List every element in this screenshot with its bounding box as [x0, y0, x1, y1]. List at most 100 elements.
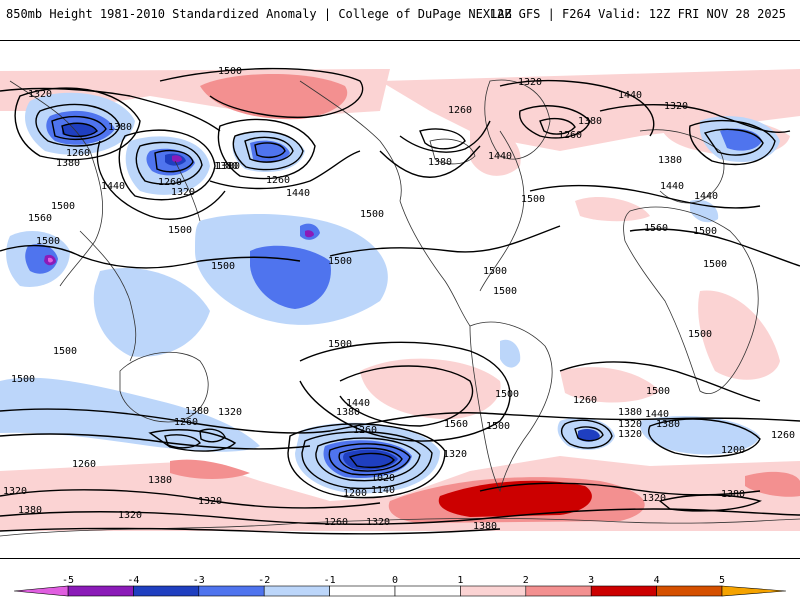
pos-anomaly-north-pacific-core: [200, 73, 348, 120]
contour-1200-southern-indian: [648, 418, 761, 458]
colorbar-right-arrow: [721, 585, 787, 597]
contour-1320-south-pacific-low: [301, 431, 433, 490]
coast-japan: [174, 160, 201, 222]
contour-label: 1320: [28, 89, 52, 100]
contour-label: 1380: [578, 116, 602, 127]
colorbar-tick-label: -2: [258, 575, 270, 586]
map-panel[interactable]: 1500 1320 1380 1260 1380 1380 1260 1320 …: [0, 40, 800, 559]
contour-label: 1500: [360, 209, 384, 220]
contour-label: 1500: [211, 261, 235, 272]
contour-label: 1140: [371, 485, 395, 496]
colorbar-tick-label: 0: [392, 575, 398, 586]
contour-1380-siberia: [217, 118, 316, 180]
pos-anomaly-south-pacific: [360, 358, 501, 420]
contour-label: 1380: [336, 407, 360, 418]
contour-1560-south-pacific: [339, 365, 474, 427]
contour-label: 1440: [645, 409, 669, 420]
contour-label: 1500: [521, 194, 545, 205]
contour-label: 1260: [573, 395, 597, 406]
map-title: 850mb Height 1981-2010 Standardized Anom…: [6, 7, 512, 21]
contour-1500-north-pacific-ridge: [159, 67, 364, 118]
pos-anomaly-caribbean: [575, 196, 650, 222]
coast-alaska: [299, 80, 402, 202]
contour-label: 1260: [353, 425, 377, 436]
colorbar-tick-label: 5: [719, 575, 725, 586]
pos-anomaly-southern-coast: [170, 459, 250, 479]
contour-1140-south-pacific-low: [338, 447, 403, 472]
contour-1380-atlantic: [518, 105, 591, 139]
contour-1380-south-far: [0, 527, 501, 535]
contour-1260-south-small2: [199, 428, 226, 443]
contour-label: 1380: [473, 521, 497, 532]
contour-label: 1260: [324, 517, 348, 528]
pos-anomaly-greenland: [470, 128, 521, 176]
colorbar-tick-label: 4: [654, 575, 660, 586]
contour-japan-inner: [154, 150, 194, 173]
contour-1320-south-band: [148, 429, 237, 452]
colorbar-segment: [525, 585, 592, 597]
contour-label: 1260: [72, 459, 96, 470]
contour-1380-north-america: [399, 120, 491, 153]
contour-siberia-inner1: [244, 136, 294, 163]
contour-1440-north-pac: [209, 150, 361, 190]
colorbar-segment: [67, 585, 134, 597]
contour-label: 1500: [493, 286, 517, 297]
contour-label: 1320: [118, 510, 142, 521]
contour-1380-low1: [14, 87, 141, 161]
colorbar-ticks: -5 -4 -3 -2 -1 0 1 2 3 4 5: [62, 575, 725, 586]
model-run-info: 12Z GFS | F264 Valid: 12Z FRI NOV 28 202…: [489, 7, 786, 21]
contour-label: 1500: [53, 346, 77, 357]
contour-label: 1500: [11, 374, 35, 385]
anomaly-map[interactable]: 1500 1320 1380 1260 1380 1380 1260 1320 …: [0, 41, 800, 560]
neg-anomaly-japan-center: [172, 155, 182, 163]
contour-label: 1560: [444, 419, 468, 430]
contour-label: 1260: [174, 417, 198, 428]
contour-label: 1260: [266, 175, 290, 186]
coast-europe: [639, 129, 725, 204]
contour-1260-south-atlantic-low: [560, 419, 613, 449]
neg-anomaly-south-band-center: [149, 414, 235, 449]
contour-1320-atlantic: [499, 79, 655, 137]
contour-1320-antarctic-ring: [658, 494, 762, 512]
contour-1260-south-far: [0, 489, 381, 509]
neg-anomaly-kamchatka-core: [305, 230, 314, 238]
contour-label: 1020: [371, 473, 395, 484]
contour-1260-japan: [135, 141, 203, 185]
contour-label: 1320: [218, 407, 242, 418]
colorbar-svg: -5 -4 -3 -2 -1 0 1 2 3 4 5: [13, 575, 787, 597]
contour-1320-south-far: [0, 508, 800, 525]
contour-label: 1260: [771, 430, 795, 441]
colorbar-cells: [13, 585, 787, 597]
neg-anomaly-pacific-tropical-west: [93, 267, 210, 357]
colorbar-segment: [329, 585, 396, 597]
contour-label: 1500: [51, 201, 75, 212]
contour-label: 1380: [148, 475, 172, 486]
contour-labels: 1500 1320 1380 1260 1380 1380 1260 1320 …: [3, 66, 795, 532]
height-contours: [0, 67, 800, 535]
contour-1320-europe: [703, 128, 764, 156]
contour-low1-inner2: [61, 122, 98, 138]
coast-australia: [119, 351, 209, 423]
contour-1260-siberia: [232, 130, 304, 171]
colorbar-tick-label: -5: [62, 575, 74, 586]
contour-1440-japan: [96, 140, 226, 220]
contour-label: 1380: [214, 161, 238, 172]
colorbar-segment: [590, 585, 657, 597]
contour-label: 1500: [688, 329, 712, 340]
contour-label: 1320: [171, 187, 195, 198]
colorbar-segment: [133, 585, 200, 597]
contour-label: 1500: [168, 225, 192, 236]
contour-1260-south-pacific-low: [315, 437, 421, 482]
contour-1260-atlantic: [539, 117, 576, 135]
contour-label: 1320: [618, 419, 642, 430]
pos-anomaly-south-atlantic: [560, 367, 660, 403]
contour-label: 1500: [483, 266, 507, 277]
neg-anomaly-pacific-tropical-core: [250, 245, 331, 309]
colorbar-tick-label: 2: [523, 575, 529, 586]
contour-label: 1380: [18, 505, 42, 516]
neg-anomaly-india-center: [48, 257, 53, 263]
contour-label: 1380: [216, 161, 240, 172]
contour-label: 1380: [56, 158, 80, 169]
contour-label: 1440: [488, 151, 512, 162]
contour-1320-north: [0, 87, 221, 132]
